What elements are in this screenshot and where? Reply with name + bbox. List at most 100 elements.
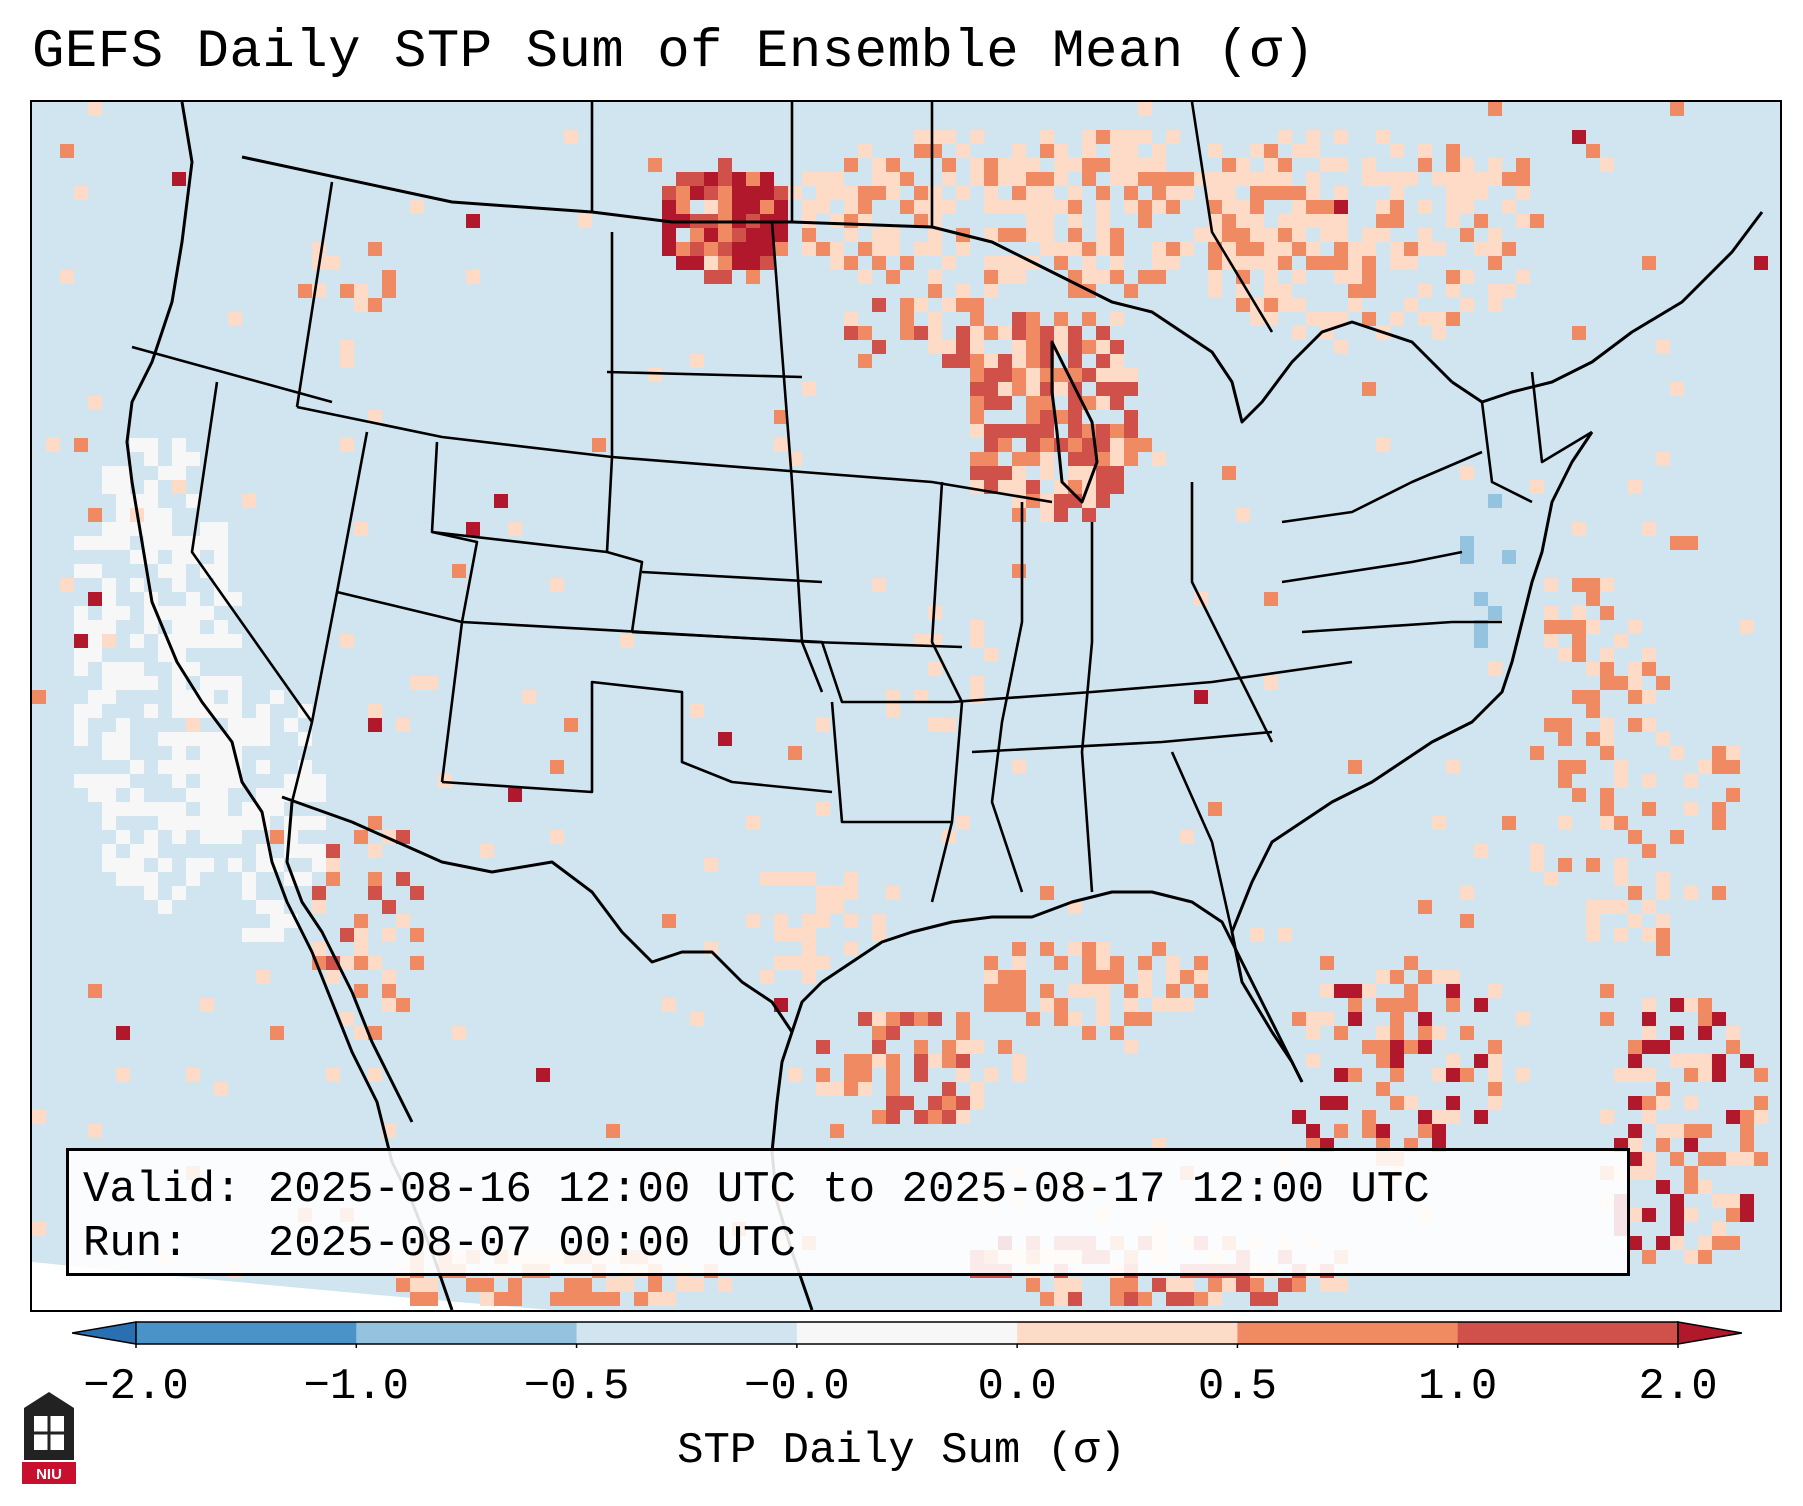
anomaly-cell <box>1138 172 1152 186</box>
anomaly-cell <box>340 354 354 368</box>
anomaly-cell <box>1292 270 1306 284</box>
anomaly-cell <box>1642 1026 1656 1040</box>
anomaly-cell <box>998 396 1012 410</box>
anomaly-cell <box>1236 242 1250 256</box>
anomaly-cell <box>1110 340 1124 354</box>
anomaly-cell <box>200 732 214 746</box>
anomaly-cell <box>886 1054 900 1068</box>
anomaly-cell <box>130 634 144 648</box>
anomaly-cell <box>1250 228 1264 242</box>
anomaly-cell <box>690 1278 704 1292</box>
anomaly-cell <box>1054 158 1068 172</box>
anomaly-cell <box>1446 998 1460 1012</box>
anomaly-cell <box>1404 1096 1418 1110</box>
anomaly-cell <box>1166 956 1180 970</box>
anomaly-cell <box>298 816 312 830</box>
anomaly-cell <box>144 438 158 452</box>
anomaly-cell <box>1320 256 1334 270</box>
anomaly-cell <box>172 746 186 760</box>
anomaly-cell <box>900 1012 914 1026</box>
colorbar-tick-label: 0.0 <box>977 1362 1057 1412</box>
anomaly-cell <box>816 1040 830 1054</box>
state-line <box>770 221 824 693</box>
anomaly-cell <box>102 676 116 690</box>
anomaly-cell <box>326 872 340 886</box>
anomaly-cell <box>326 844 340 858</box>
anomaly-cell <box>102 522 116 536</box>
anomaly-cell <box>1054 1292 1068 1306</box>
anomaly-cell <box>1418 1040 1432 1054</box>
anomaly-cell <box>200 788 214 802</box>
anomaly-cell <box>774 200 788 214</box>
anomaly-cell <box>1138 200 1152 214</box>
anomaly-cell <box>1418 970 1432 984</box>
anomaly-cell <box>1054 1012 1068 1026</box>
anomaly-cell <box>340 928 354 942</box>
anomaly-cell <box>1404 172 1418 186</box>
anomaly-cell <box>802 942 816 956</box>
anomaly-cell <box>928 1110 942 1124</box>
anomaly-cell <box>662 186 676 200</box>
anomaly-cell <box>102 844 116 858</box>
anomaly-cell <box>1040 172 1054 186</box>
anomaly-cell <box>1684 1250 1698 1264</box>
anomaly-cell <box>1362 382 1376 396</box>
anomaly-cell <box>186 662 200 676</box>
anomaly-cell <box>872 228 886 242</box>
anomaly-cell <box>1516 214 1530 228</box>
anomaly-cell <box>1586 578 1600 592</box>
anomaly-cell <box>312 242 326 256</box>
anomaly-cell <box>1110 1292 1124 1306</box>
anomaly-cell <box>200 606 214 620</box>
anomaly-cell <box>942 172 956 186</box>
anomaly-cell <box>1208 200 1222 214</box>
anomaly-cell <box>1418 1012 1432 1026</box>
anomaly-cell <box>1446 312 1460 326</box>
anomaly-cell <box>1012 956 1026 970</box>
anomaly-cell <box>1236 256 1250 270</box>
anomaly-cell <box>256 788 270 802</box>
anomaly-cell <box>1180 998 1194 1012</box>
anomaly-cell <box>1348 1012 1362 1026</box>
anomaly-cell <box>1600 732 1614 746</box>
anomaly-cell <box>1586 592 1600 606</box>
anomaly-cell <box>1264 228 1278 242</box>
anomaly-cell <box>802 970 816 984</box>
anomaly-cell <box>1670 536 1684 550</box>
anomaly-cell <box>1110 438 1124 452</box>
anomaly-cell <box>1180 830 1194 844</box>
anomaly-cell <box>312 816 326 830</box>
anomaly-cell <box>1334 200 1348 214</box>
anomaly-cell <box>1222 228 1236 242</box>
anomaly-cell <box>802 214 816 228</box>
anomaly-cell <box>396 998 410 1012</box>
anomaly-cell <box>732 256 746 270</box>
anomaly-cell <box>676 200 690 214</box>
anomaly-cell <box>844 1082 858 1096</box>
anomaly-cell <box>984 1068 998 1082</box>
anomaly-cell <box>102 480 116 494</box>
anomaly-cell <box>942 158 956 172</box>
anomaly-cell <box>1642 774 1656 788</box>
anomaly-cell <box>1152 270 1166 284</box>
anomaly-cell <box>1068 466 1082 480</box>
colorbar-bin <box>576 1322 798 1344</box>
anomaly-cell <box>88 564 102 578</box>
anomaly-cell <box>1348 284 1362 298</box>
anomaly-cell <box>1614 872 1628 886</box>
anomaly-cell <box>32 690 46 704</box>
anomaly-cell <box>1026 480 1040 494</box>
anomaly-cell <box>60 270 74 284</box>
anomaly-cell <box>1600 718 1614 732</box>
anomaly-cell <box>382 270 396 284</box>
anomaly-cell <box>1460 466 1474 480</box>
anomaly-cell <box>1656 1180 1670 1194</box>
anomaly-cell <box>1012 942 1026 956</box>
anomaly-cell <box>746 186 760 200</box>
anomaly-cell <box>1572 620 1586 634</box>
anomaly-cell <box>1292 1278 1306 1292</box>
anomaly-cell <box>1040 214 1054 228</box>
anomaly-cell <box>998 466 1012 480</box>
anomaly-cell <box>368 242 382 256</box>
anomaly-cell <box>116 830 130 844</box>
